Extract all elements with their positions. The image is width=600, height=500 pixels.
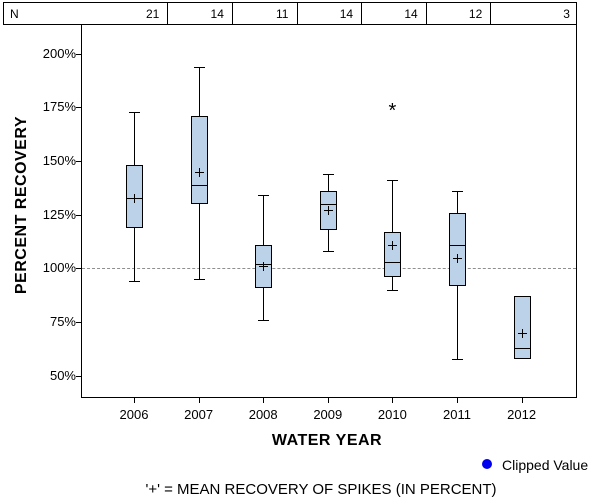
x-tick-label-2007: 2007: [184, 407, 214, 422]
whisker-cap-lower-2006: [129, 281, 140, 283]
n-table-separator: [231, 3, 233, 24]
x-axis-title: WATER YEAR: [271, 432, 383, 449]
x-tick-mark: [263, 398, 265, 403]
mean-marker-2012: [521, 328, 523, 338]
x-tick-mark: [457, 398, 458, 403]
n-table-header-label: N: [10, 7, 19, 21]
whisker-line-upper-2011: [457, 191, 458, 213]
clipped-value-dot-icon: [482, 459, 492, 469]
y-tick-label: 75%: [49, 314, 76, 330]
x-tick-label-2011: 2011: [443, 407, 471, 422]
y-tick-label: 150%: [42, 153, 76, 169]
y-tick-mark: [76, 214, 81, 216]
plot-frame: [81, 24, 577, 398]
y-tick-mark: [76, 322, 81, 324]
mean-marker-2011: [457, 253, 458, 263]
whisker-line-lower-2008: [263, 287, 265, 321]
n-table-separator: [490, 3, 492, 24]
whisker-cap-lower-2008: [258, 320, 270, 322]
x-tick-label-2006: 2006: [119, 407, 149, 422]
whisker-cap-lower-2010: [387, 289, 399, 291]
y-tick-label: 175%: [42, 99, 76, 115]
whisker-line-upper-2006: [134, 111, 135, 166]
whisker-cap-lower-2007: [193, 279, 205, 281]
y-tick-mark: [76, 53, 81, 55]
median-line-2007: [190, 184, 208, 186]
whisker-cap-upper-2011: [452, 191, 463, 193]
y-tick-label: 50%: [49, 367, 76, 383]
whisker-cap-upper-2010: [387, 180, 399, 182]
y-tick-mark: [76, 161, 81, 163]
y-tick-label: 125%: [42, 206, 76, 222]
box-2011: [449, 212, 466, 286]
mean-recovery-caption: '+' = MEAN RECOVERY OF SPIKES (IN PERCEN…: [145, 481, 497, 498]
n-count-2010: 14: [404, 7, 418, 21]
x-tick-label-2010: 2010: [377, 407, 407, 422]
whisker-line-upper-2010: [392, 180, 394, 232]
x-tick-mark: [327, 398, 329, 403]
x-tick-mark: [198, 398, 200, 403]
n-count-2007: 14: [210, 7, 224, 21]
median-line-2010: [384, 262, 402, 264]
whisker-cap-lower-2011: [452, 358, 463, 360]
whisker-cap-upper-2007: [193, 66, 205, 68]
y-tick-label: 100%: [42, 260, 76, 276]
y-tick-mark: [76, 107, 81, 109]
outlier-asterisk-2010: *: [388, 100, 397, 123]
x-tick-label-2009: 2009: [313, 407, 343, 422]
y-tick-label: 200%: [42, 45, 76, 61]
whisker-line-upper-2007: [198, 66, 200, 116]
x-tick-mark: [521, 398, 523, 403]
box-2007: [190, 115, 208, 204]
mean-marker-2007: [198, 167, 200, 177]
whisker-cap-lower-2009: [322, 251, 334, 253]
median-line-2009: [319, 204, 337, 206]
whisker-line-upper-2008: [263, 195, 265, 245]
whisker-line-lower-2009: [327, 229, 329, 252]
y-tick-mark: [76, 268, 81, 270]
n-table-separator: [296, 3, 298, 24]
x-tick-mark: [392, 398, 394, 403]
n-count-2011: 12: [468, 7, 483, 21]
x-tick-mark: [134, 398, 135, 403]
whisker-line-upper-2009: [327, 173, 329, 192]
y-tick-mark: [76, 375, 81, 377]
n-count-2012: 3: [563, 7, 570, 21]
x-tick-label-2008: 2008: [248, 407, 278, 422]
whisker-line-lower-2007: [198, 204, 200, 280]
n-table-separator: [425, 3, 427, 24]
n-table-separator: [167, 3, 169, 24]
median-line-2011: [449, 244, 466, 246]
n-count-2008: 11: [276, 7, 289, 21]
n-count-table: N 21 14 11 14 14 12 3: [3, 2, 577, 25]
n-count-2006: 21: [145, 7, 160, 21]
median-line-2012: [513, 347, 531, 349]
whisker-line-lower-2011: [457, 285, 458, 359]
n-table-separator: [361, 3, 363, 24]
mean-marker-2009: [327, 206, 329, 216]
box-2010: [384, 231, 402, 278]
whisker-cap-upper-2009: [322, 173, 334, 175]
mean-marker-2010: [392, 240, 394, 250]
mean-marker-2006: [134, 193, 135, 203]
mean-marker-2008: [263, 262, 265, 272]
n-count-2009: 14: [339, 7, 354, 21]
whisker-line-lower-2010: [392, 277, 394, 290]
x-tick-label-2012: 2012: [507, 407, 537, 422]
whisker-cap-upper-2006: [129, 111, 140, 113]
whisker-line-lower-2006: [134, 227, 135, 282]
box-2012: [513, 296, 531, 359]
whisker-cap-upper-2008: [258, 195, 270, 197]
legend-label: Clipped Value: [502, 457, 589, 473]
reference-line-100pct: [82, 268, 576, 270]
